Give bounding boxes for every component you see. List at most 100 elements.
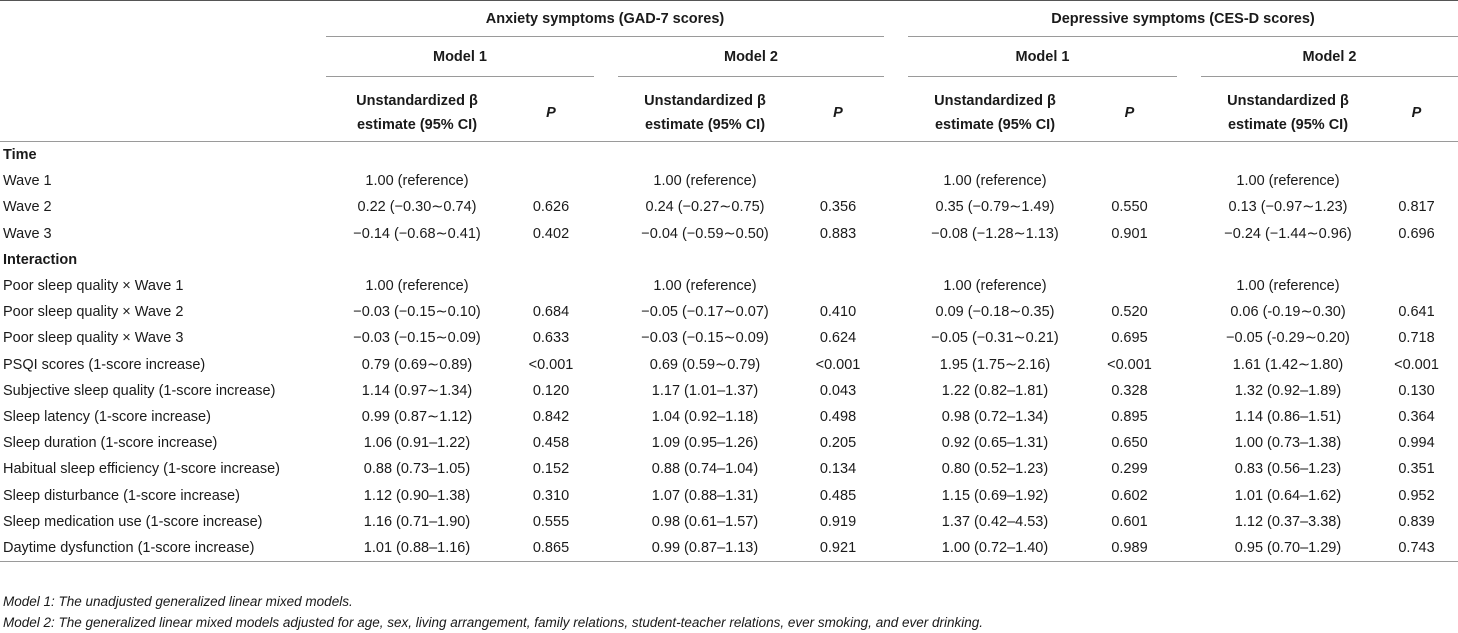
estimate-cell: 1.00 (reference)	[653, 173, 757, 190]
estimate-cell: 0.99 (0.87–1.13)	[618, 534, 792, 562]
estimate-cell: 1.01 (0.88–1.16)	[326, 534, 508, 562]
p-value-cell: 0.626	[532, 199, 570, 216]
estimate-cell: 0.99 (0.87∼1.12)	[361, 408, 473, 425]
p-column-header: P	[508, 85, 594, 142]
estimate-cell: 1.07 (0.88–1.31)	[651, 487, 759, 504]
estimate-cell: −0.05 (-0.29∼0.20)	[1226, 330, 1350, 347]
p-value-cell: 0.895	[1111, 408, 1148, 425]
estimate-column-header: Unstandardized β estimate (95% CI)	[326, 85, 508, 142]
estimate-cell: −0.14 (−0.68∼0.41)	[353, 225, 481, 242]
p-value-cell: 0.550	[1111, 199, 1148, 216]
p-value-cell: 0.402	[532, 225, 570, 242]
p-value-cell: 0.555	[532, 513, 570, 530]
table-row: Poor sleep quality × Wave 1 1.00 (referen…	[0, 273, 1458, 299]
p-value-cell	[1375, 168, 1458, 194]
p-value-cell: <0.001	[528, 356, 574, 373]
estimate-cell: −0.04 (−0.59∼0.50)	[641, 225, 769, 242]
p-value-cell: 0.310	[532, 487, 570, 504]
model-header: Model 1	[326, 49, 594, 77]
estimate-cell: 1.95 (1.75∼2.16)	[939, 356, 1051, 373]
p-value-cell: 0.817	[1398, 199, 1435, 216]
estimate-cell: 0.92 (0.65–1.31)	[941, 435, 1049, 452]
estimate-cell: −0.03 (−0.15∼0.09)	[353, 330, 481, 347]
estimate-cell: 1.00 (reference)	[653, 278, 757, 295]
p-value-cell: 0.883	[819, 225, 857, 242]
p-column-header: P	[1375, 85, 1458, 142]
section-title: Interaction	[3, 251, 78, 268]
p-column-header: P	[1082, 85, 1177, 142]
group-header-row: Anxiety symptoms (GAD-7 scores) Depressi…	[0, 0, 1458, 41]
estimate-cell: −0.24 (−1.44∼0.96)	[1224, 225, 1352, 242]
estimate-cell: 1.09 (0.95–1.26)	[651, 435, 759, 452]
row-label: Sleep duration (1-score increase)	[3, 435, 218, 452]
estimate-cell: 1.16 (0.71–1.90)	[363, 513, 471, 530]
row-label: Wave 1	[3, 173, 52, 190]
p-value-cell	[1082, 168, 1177, 194]
estimate-cell: 1.00 (0.73–1.38)	[1234, 435, 1342, 452]
estimate-cell: 0.95 (0.70–1.29)	[1201, 534, 1375, 562]
p-value-cell: 0.498	[819, 408, 857, 425]
section-header-row: Interaction	[0, 247, 1458, 273]
group-header-depressive: Depressive symptoms (CES-D scores)	[908, 6, 1458, 37]
p-value-cell: 0.364	[1398, 408, 1435, 425]
p-value-cell: 0.205	[819, 435, 857, 452]
p-value-cell: 0.952	[1398, 487, 1435, 504]
estimate-cell: −0.03 (−0.15∼0.10)	[353, 304, 481, 321]
table-row: PSQI scores (1-score increase) 0.79 (0.69…	[0, 352, 1458, 378]
p-value-cell: <0.001	[1107, 356, 1152, 373]
p-value-cell: 0.351	[1398, 461, 1435, 478]
table-body: Time Wave 1 1.00 (reference) 1.00 (referenc…	[0, 142, 1458, 562]
row-label: Sleep latency (1-score increase)	[3, 408, 211, 425]
estimate-cell: 1.14 (0.97∼1.34)	[361, 382, 473, 399]
p-value-cell: 0.410	[819, 304, 857, 321]
estimate-cell: −0.05 (−0.17∼0.07)	[641, 304, 769, 321]
row-label: Sleep medication use (1-score increase)	[3, 513, 263, 530]
p-value-cell: 0.921	[792, 534, 884, 562]
estimate-cell: 0.98 (0.72–1.34)	[941, 408, 1049, 425]
estimate-cell: 1.00 (reference)	[943, 173, 1047, 190]
column-header-row: Unstandardized β estimate (95% CI) P Unst…	[0, 85, 1458, 142]
estimate-cell: 0.09 (−0.18∼0.35)	[935, 304, 1055, 321]
estimate-cell: 1.14 (0.86–1.51)	[1234, 408, 1342, 425]
estimate-cell: 1.15 (0.69–1.92)	[941, 487, 1049, 504]
group-header-anxiety: Anxiety symptoms (GAD-7 scores)	[326, 6, 884, 37]
estimate-column-header: Unstandardized β estimate (95% CI)	[1201, 85, 1375, 142]
estimate-cell: 1.01 (0.64–1.62)	[1234, 487, 1342, 504]
estimate-cell: 1.06 (0.91–1.22)	[363, 435, 471, 452]
p-value-cell	[508, 168, 594, 194]
results-table: Anxiety symptoms (GAD-7 scores) Depressi…	[0, 0, 1458, 562]
p-value-cell: 0.120	[532, 382, 570, 399]
note-model-2: Model 2: The generalized linear mixed mo…	[3, 615, 984, 630]
p-value-cell: 0.134	[819, 461, 857, 478]
model-header: Model 2	[1201, 49, 1458, 77]
p-value-cell	[792, 168, 884, 194]
estimate-cell: 1.04 (0.92–1.18)	[651, 408, 759, 425]
estimate-cell: 1.37 (0.42–4.53)	[941, 513, 1049, 530]
row-label: Wave 3	[3, 225, 52, 242]
estimate-cell: 1.00 (reference)	[943, 278, 1047, 295]
model-header-row: Model 1 Model 2 Model 1 Model 2	[0, 41, 1458, 85]
table-row: Sleep disturbance (1-score increase) 1.12…	[0, 482, 1458, 508]
estimate-cell: 0.98 (0.61–1.57)	[651, 513, 759, 530]
p-value-cell: 0.458	[532, 435, 570, 452]
estimate-cell: −0.05 (−0.31∼0.21)	[931, 330, 1059, 347]
estimate-cell: 0.13 (−0.97∼1.23)	[1228, 199, 1348, 216]
table-row: Sleep duration (1-score increase) 1.06 (0…	[0, 430, 1458, 456]
row-label: Poor sleep quality × Wave 2	[3, 304, 184, 321]
row-label: Sleep disturbance (1-score increase)	[3, 487, 240, 504]
estimate-cell: 0.79 (0.69∼0.89)	[361, 356, 473, 373]
row-label: PSQI scores (1-score increase)	[3, 356, 206, 373]
estimate-cell: 0.88 (0.73–1.05)	[363, 461, 471, 478]
p-value-cell: 0.130	[1398, 382, 1435, 399]
p-value-cell: 0.043	[819, 382, 857, 399]
estimate-cell: 0.06 (-0.19∼0.30)	[1230, 304, 1346, 321]
p-value-cell: 0.328	[1111, 382, 1148, 399]
estimate-cell: 1.12 (0.90–1.38)	[363, 487, 471, 504]
p-value-cell: 0.633	[532, 330, 570, 347]
table-notes: Model 1: The unadjusted generalized line…	[3, 591, 1443, 633]
estimate-cell: 0.69 (0.59∼0.79)	[649, 356, 761, 373]
estimate-cell: −0.03 (−0.15∼0.09)	[641, 330, 769, 347]
table-row: Wave 3 −0.14 (−0.68∼0.41) 0.402 −0.04 (−0.5…	[0, 221, 1458, 247]
p-value-cell: 0.718	[1398, 330, 1435, 347]
p-value-cell: 0.624	[819, 330, 857, 347]
